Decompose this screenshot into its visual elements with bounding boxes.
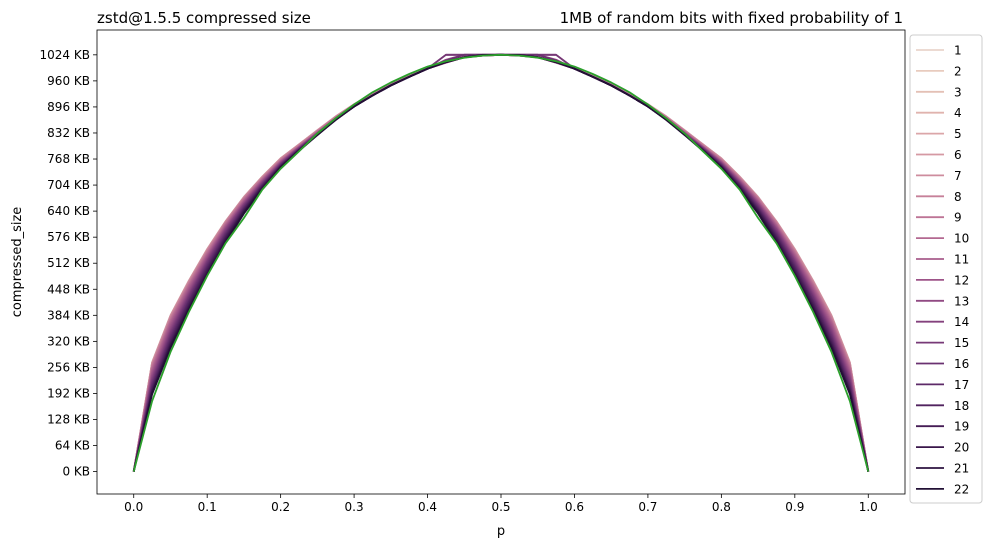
legend-label: 15 [954,336,969,350]
legend-label: 17 [954,378,969,392]
chart-subtitle: 1MB of random bits with fixed probabilit… [560,9,903,27]
legend-label: 14 [954,315,969,329]
series-layer [132,53,870,472]
x-tick-label: 0.8 [712,500,731,514]
legend-label: 8 [954,190,962,204]
legend-frame [909,34,983,504]
x-axis-label: p [497,524,505,539]
y-tick-label: 704 KB [47,178,90,192]
x-tick-label: 0.6 [565,500,584,514]
legend-label: 2 [954,64,962,78]
x-tick-label: 0.7 [638,500,657,514]
y-tick-label: 384 KB [47,308,90,322]
legend-label: 7 [954,169,962,183]
legend-label: 21 [954,462,969,476]
x-tick-label: 0.4 [418,500,437,514]
legend-label: 22 [954,482,969,496]
legend-label: 19 [954,420,969,434]
legend-label: 20 [954,441,969,455]
y-tick-label: 640 KB [47,204,90,218]
y-tick-label: 0 KB [62,465,90,479]
reference-curve-line [132,53,870,472]
legend-label: 13 [954,294,969,308]
legend-label: 1 [954,44,962,58]
y-tick-label: 128 KB [47,413,90,427]
x-tick-label: 1.0 [859,500,878,514]
y-tick-label: 256 KB [47,360,90,374]
y-tick-label: 576 KB [47,230,90,244]
legend-label: 9 [954,211,962,225]
legend-label: 16 [954,357,969,371]
y-tick-label: 832 KB [47,126,90,140]
x-tick-label: 0.9 [785,500,804,514]
y-axis-label: compressed_size [10,207,25,318]
x-tick-label: 0.5 [491,500,510,514]
legend-label: 4 [954,106,962,120]
plot-area [97,30,905,494]
legend-label: 10 [954,232,969,246]
x-tick-label: 0.1 [198,500,217,514]
legend-label: 18 [954,399,969,413]
y-tick-label: 768 KB [47,152,90,166]
legend-label: 3 [954,85,962,99]
y-tick-label: 64 KB [55,439,90,453]
x-tick-label: 0.2 [271,500,290,514]
y-tick-label: 512 KB [47,256,90,270]
y-tick-label: 320 KB [47,334,90,348]
y-tick-label: 896 KB [47,100,90,114]
legend-label: 12 [954,273,969,287]
legend-label: 6 [954,148,962,162]
x-axis: 0.0 0.1 0.2 0.3 0.4 0.5 0.6 0.7 0.8 0.9 1.0 [124,494,878,514]
x-tick-label: 0.3 [345,500,364,514]
y-tick-label: 1024 KB [40,48,90,62]
chart-title: zstd@1.5.5 compressed size [97,9,311,27]
y-tick-label: 960 KB [47,74,90,88]
y-tick-label: 192 KB [47,386,90,400]
y-axis: 0 KB 64 KB 128 KB 192 KB 256 KB 320 KB 384 KB 4… [40,48,97,479]
x-tick-label: 0.0 [124,500,143,514]
legend-label: 11 [954,253,969,267]
legend-label: 5 [954,127,962,141]
y-tick-label: 448 KB [47,282,90,296]
